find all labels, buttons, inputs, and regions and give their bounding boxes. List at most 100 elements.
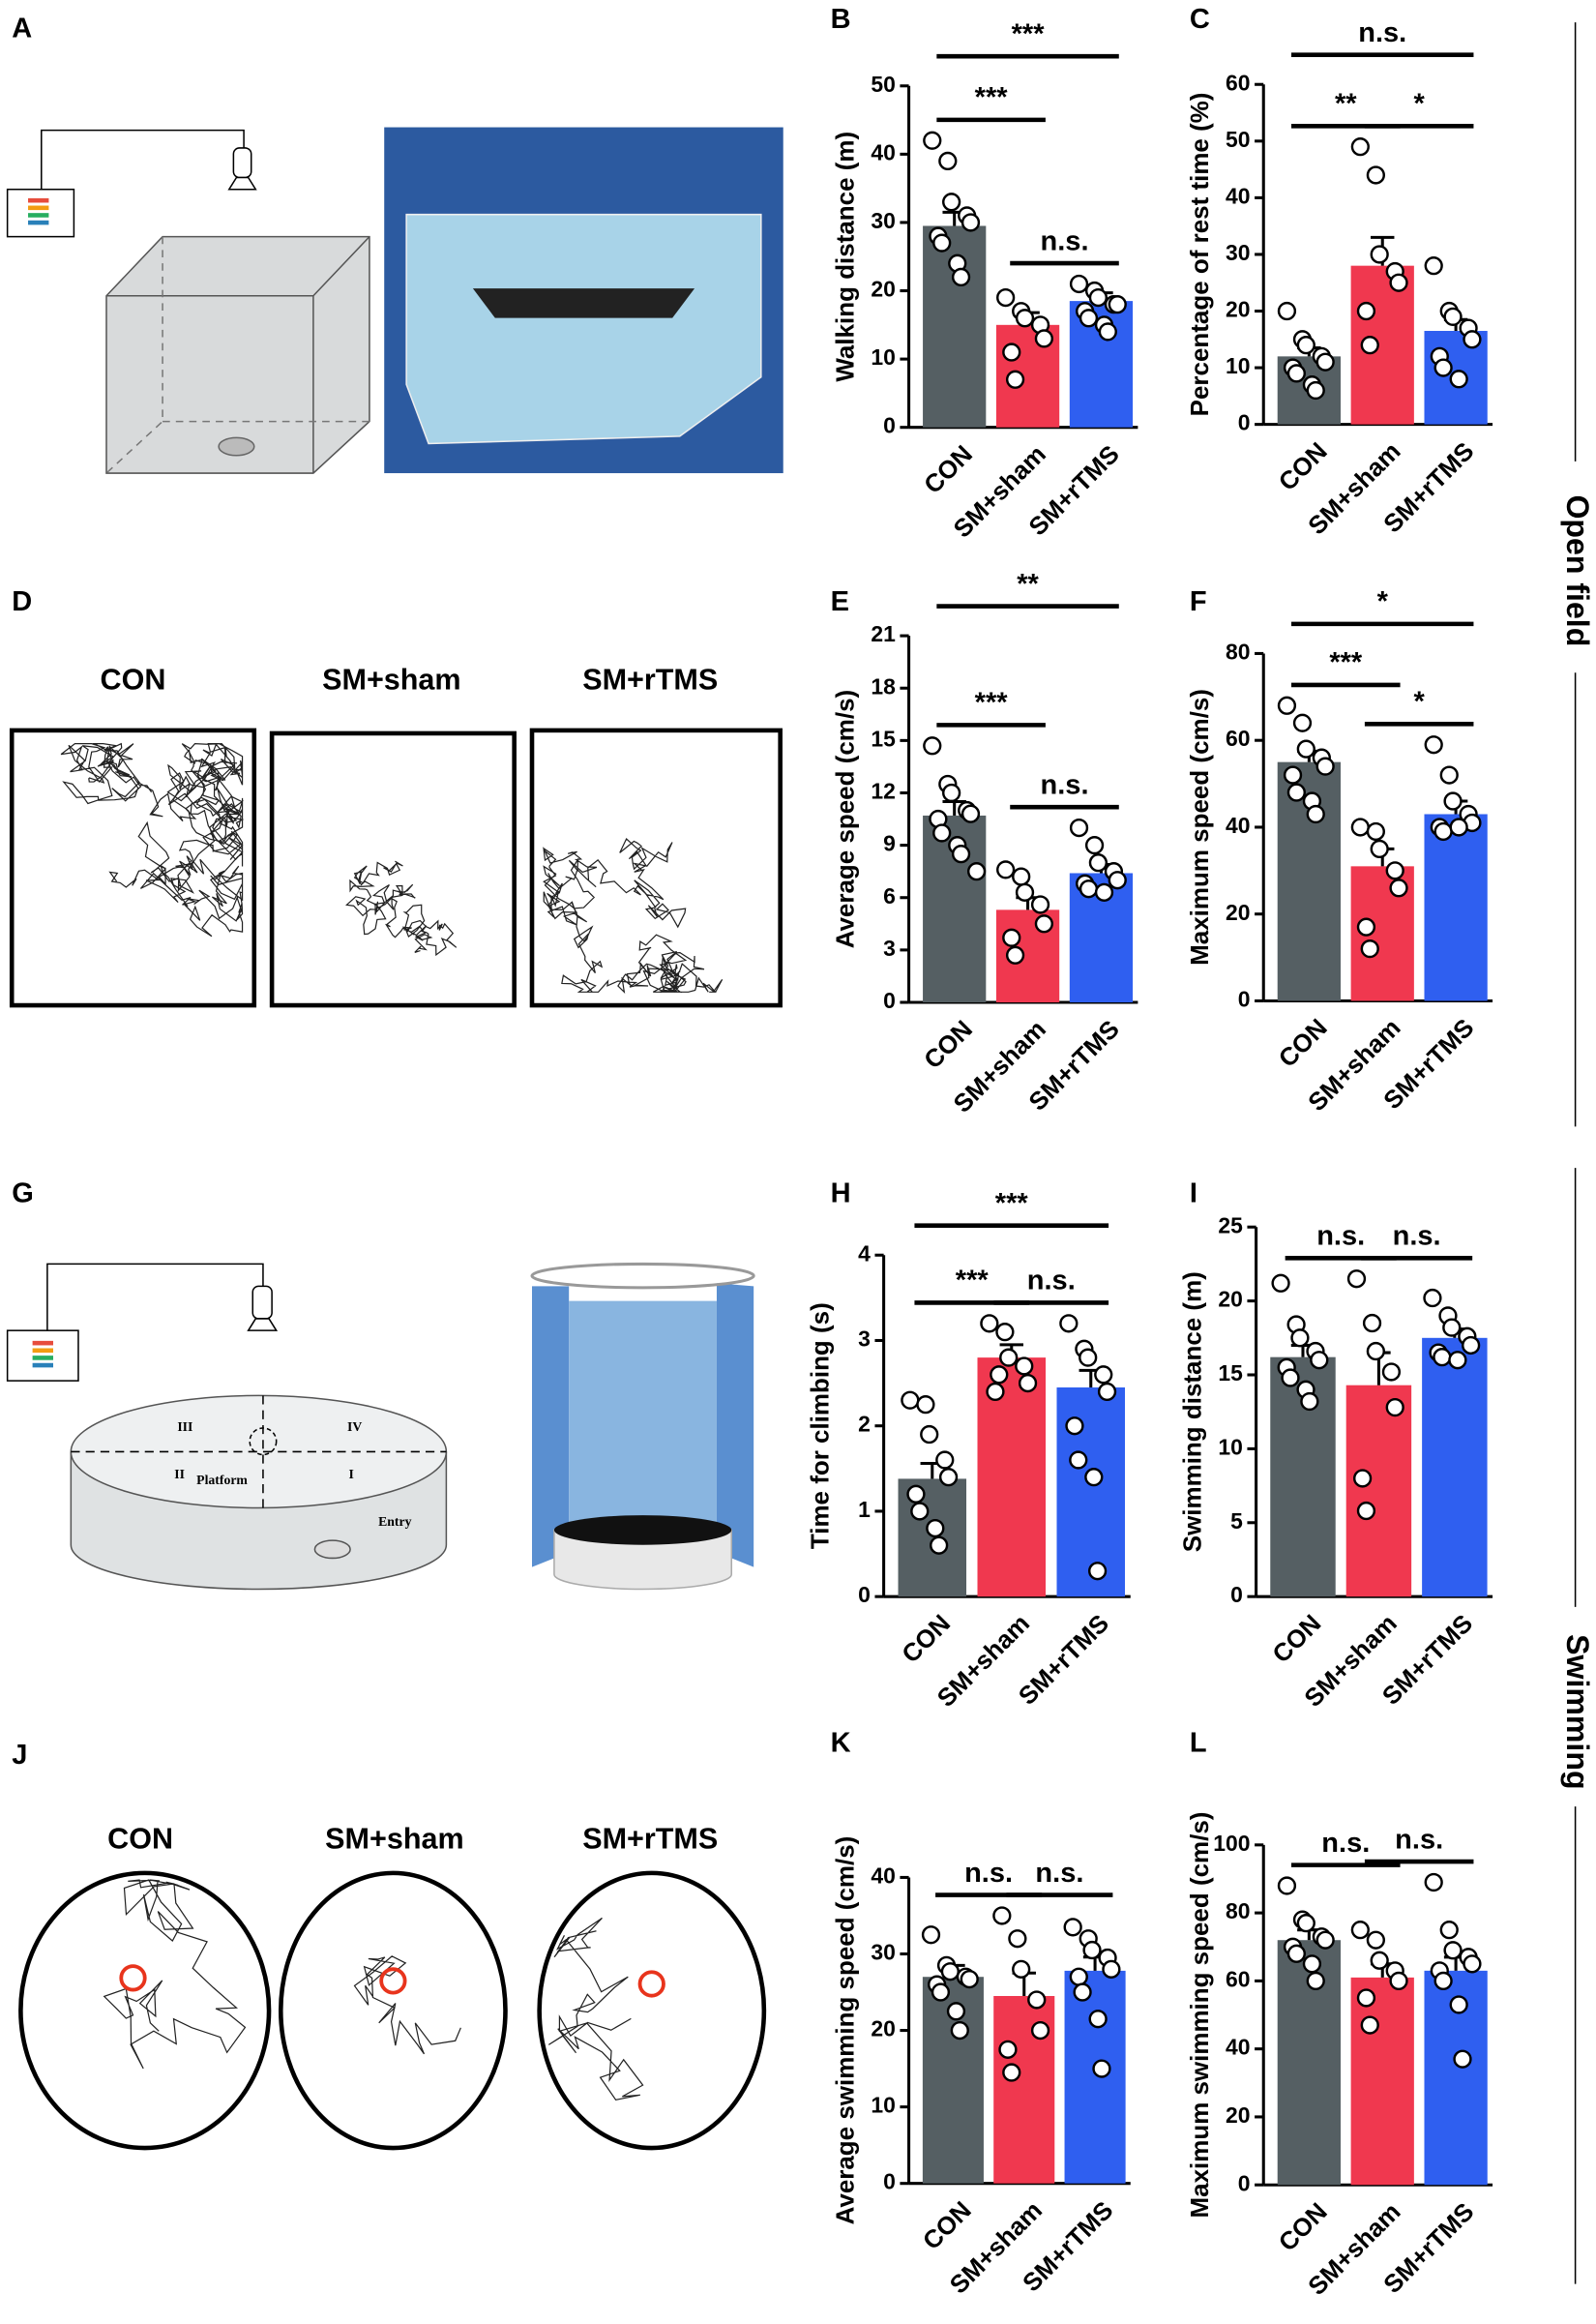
- data-point: [1059, 1314, 1079, 1333]
- camera: [247, 1318, 279, 1331]
- data-point: [938, 151, 958, 171]
- entry-label: Entry: [378, 1514, 411, 1529]
- data-point: [966, 862, 987, 881]
- y-axis-label: Average speed (cm/s): [830, 690, 859, 949]
- y-tick-label: 60: [1226, 726, 1250, 751]
- open-field-illustration: [6, 127, 783, 474]
- data-point: [1277, 1876, 1297, 1895]
- significance-label: ***: [995, 1188, 1029, 1219]
- y-tick-label: 40: [1226, 183, 1250, 208]
- platform-label: Platform: [196, 1473, 248, 1487]
- data-point: [1350, 1921, 1370, 1940]
- y-axis-label: Percentage of rest time (%): [1185, 93, 1214, 417]
- y-tick-label: 20: [1218, 1287, 1242, 1312]
- y-tick-label: 40: [871, 139, 895, 164]
- photo-water: [553, 1515, 732, 1545]
- data-point: [1292, 713, 1313, 732]
- data-point: [1350, 818, 1370, 837]
- photo-tank: [553, 1529, 733, 1591]
- data-point: [1030, 895, 1050, 914]
- data-point: [1385, 861, 1404, 880]
- data-point: [932, 233, 952, 253]
- y-axis-label: Maximum speed (cm/s): [1185, 689, 1214, 966]
- data-point: [951, 845, 971, 864]
- data-point: [1463, 1954, 1482, 1974]
- y-tick-label: 0: [883, 988, 896, 1013]
- data-point: [923, 736, 942, 756]
- significance-label: n.s.: [1358, 17, 1406, 48]
- data-point: [1063, 1918, 1082, 1937]
- panel-letter: J: [12, 1740, 27, 1771]
- data-point: [930, 1535, 949, 1555]
- data-point: [1433, 1971, 1453, 1991]
- y-tick-label: 40: [871, 1862, 895, 1888]
- data-point: [940, 1962, 960, 1981]
- data-point: [1423, 1288, 1442, 1308]
- y-tick-label: 10: [1226, 353, 1250, 378]
- y-tick-label: 50: [1226, 127, 1250, 152]
- data-point: [1271, 1273, 1290, 1293]
- y-tick-label: 10: [871, 344, 895, 370]
- icon: [32, 1348, 53, 1354]
- data-point: [1065, 1416, 1084, 1436]
- y-tick-label: 1: [858, 1497, 871, 1522]
- camera: [251, 1285, 273, 1320]
- significance-label: ***: [1329, 647, 1363, 678]
- panel-letter: K: [831, 1728, 851, 1759]
- data-point: [961, 804, 981, 823]
- y-tick-label: 0: [1238, 2170, 1251, 2195]
- tracks: [103, 1879, 644, 2101]
- data-point: [1002, 928, 1021, 947]
- quadrant-label: II: [174, 1467, 185, 1481]
- icon: [32, 1362, 53, 1368]
- data-point: [980, 1314, 999, 1333]
- track-label: SM+rTMS: [582, 664, 718, 697]
- data-point: [1366, 1930, 1385, 1950]
- data-point: [1433, 1348, 1452, 1367]
- camera: [227, 176, 257, 191]
- swim-illustration: [6, 1262, 755, 1591]
- side-label: Swimming: [1560, 1634, 1595, 1789]
- data-point: [961, 213, 981, 232]
- data-point: [1034, 914, 1053, 934]
- data-point: [1002, 2063, 1021, 2082]
- significance-label: n.s.: [964, 1858, 1013, 1889]
- track: [345, 860, 458, 957]
- data-point: [1350, 137, 1370, 157]
- pool-track: [537, 1870, 767, 2151]
- y-tick-label: 12: [871, 779, 895, 804]
- y-tick-label: 6: [883, 883, 896, 909]
- icon: [28, 220, 49, 225]
- data-point: [1306, 380, 1325, 401]
- data-point: [1069, 1450, 1088, 1470]
- data-point: [910, 1502, 930, 1521]
- box-edge: [105, 236, 369, 474]
- significance-label: ***: [956, 1266, 990, 1296]
- y-tick-label: 25: [1218, 1212, 1243, 1237]
- pool-track: [18, 1870, 272, 2151]
- significance-label: **: [1017, 569, 1039, 600]
- data-point: [1018, 1373, 1038, 1393]
- y-tick-label: 3: [883, 936, 896, 961]
- data-point: [1449, 1995, 1468, 2014]
- data-point: [1002, 343, 1021, 362]
- track: [103, 1879, 247, 2070]
- bar: [1345, 1385, 1412, 1597]
- icon: [28, 205, 49, 211]
- data-point: [1449, 818, 1468, 837]
- y-tick-label: 0: [1238, 410, 1251, 435]
- data-point: [1360, 336, 1379, 355]
- y-tick-label: 20: [1226, 297, 1250, 322]
- data-point: [942, 193, 961, 212]
- panel-letter: D: [12, 586, 32, 617]
- data-point: [1069, 818, 1089, 838]
- data-point: [960, 1969, 979, 1989]
- y-tick-label: 100: [1213, 1831, 1250, 1856]
- data-point: [1366, 821, 1385, 842]
- data-point: [1315, 1930, 1335, 1950]
- significance-label: ***: [1012, 19, 1046, 50]
- data-point: [1084, 835, 1105, 855]
- data-point: [1027, 1990, 1047, 2010]
- significance-label: ***: [975, 82, 1009, 113]
